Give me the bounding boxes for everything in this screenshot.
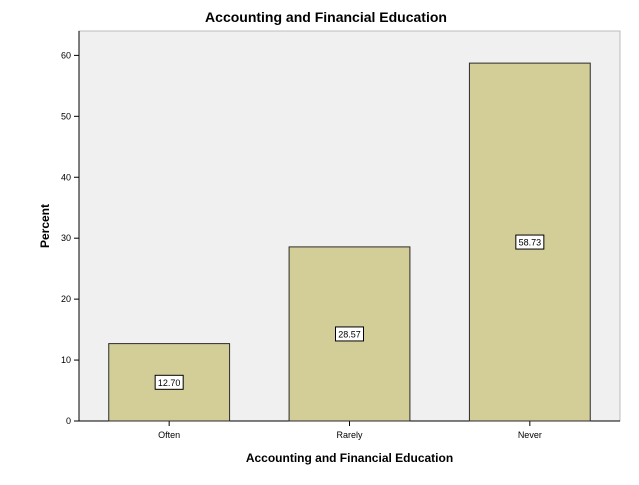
bars-group: 12.70 28.57 58.73 — [108, 62, 591, 422]
x-axis-label: Accounting and Financial Education — [246, 451, 453, 465]
x-tick-label: Rarely — [336, 430, 363, 440]
y-tick-label: 0 — [66, 416, 71, 426]
data-label: 12.70 — [158, 378, 181, 388]
y-axis-label: Percent — [38, 204, 52, 248]
y-tick-label: 40 — [61, 172, 71, 182]
y-axis: 0 10 20 30 40 50 60 — [61, 31, 80, 426]
data-label: 28.57 — [338, 329, 361, 339]
y-tick-label: 20 — [61, 294, 71, 304]
data-label-box — [335, 326, 364, 342]
y-tick-label: 10 — [61, 355, 71, 365]
x-axis: Often Rarely Never — [79, 420, 620, 440]
y-tick-label: 60 — [61, 50, 71, 60]
chart-title: Accounting and Financial Education — [205, 9, 447, 25]
y-tick-label: 50 — [61, 111, 71, 121]
data-label: 58.73 — [519, 238, 542, 248]
y-tick-label: 30 — [61, 233, 71, 243]
data-label-box — [154, 374, 184, 390]
x-tick-label: Often — [158, 430, 180, 440]
data-label-box — [515, 234, 545, 250]
x-tick-label: Never — [518, 430, 542, 440]
